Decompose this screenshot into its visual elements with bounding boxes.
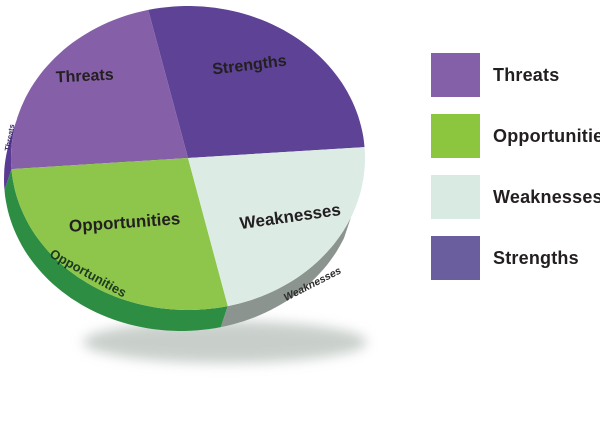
pie-slice-opportunities bbox=[11, 158, 228, 310]
legend-swatch-weaknesses bbox=[431, 175, 480, 219]
pie-rim-opportunities-side bbox=[4, 169, 228, 331]
pie-rim-weaknesses-side bbox=[220, 217, 351, 328]
legend-label-weaknesses: Weaknesses bbox=[493, 186, 600, 207]
legend-item-opportunities: Opportunities bbox=[431, 114, 600, 158]
pie-slice-strengths bbox=[148, 6, 365, 158]
legend-swatch-strengths bbox=[431, 236, 480, 280]
pie-slice-weaknesses bbox=[188, 147, 365, 307]
legend-swatch-opportunities bbox=[431, 114, 480, 158]
legend-item-strengths: Strengths bbox=[431, 236, 600, 280]
legend-swatch-threats bbox=[431, 53, 480, 97]
legend-label-threats: Threats bbox=[493, 64, 560, 85]
pie-rim-threats-side bbox=[4, 113, 19, 191]
legend-item-weaknesses: Weaknesses bbox=[431, 175, 600, 219]
legend-label-opportunities: Opportunities bbox=[493, 125, 600, 146]
legend: Threats Opportunities Weaknesses Strengt… bbox=[431, 53, 600, 280]
pie-shadow bbox=[83, 321, 367, 363]
pie-slice-threats bbox=[11, 9, 188, 170]
legend-label-strengths: Strengths bbox=[493, 247, 579, 268]
slice-label-threats: Threats bbox=[55, 67, 114, 87]
legend-item-threats: Threats bbox=[431, 53, 600, 97]
